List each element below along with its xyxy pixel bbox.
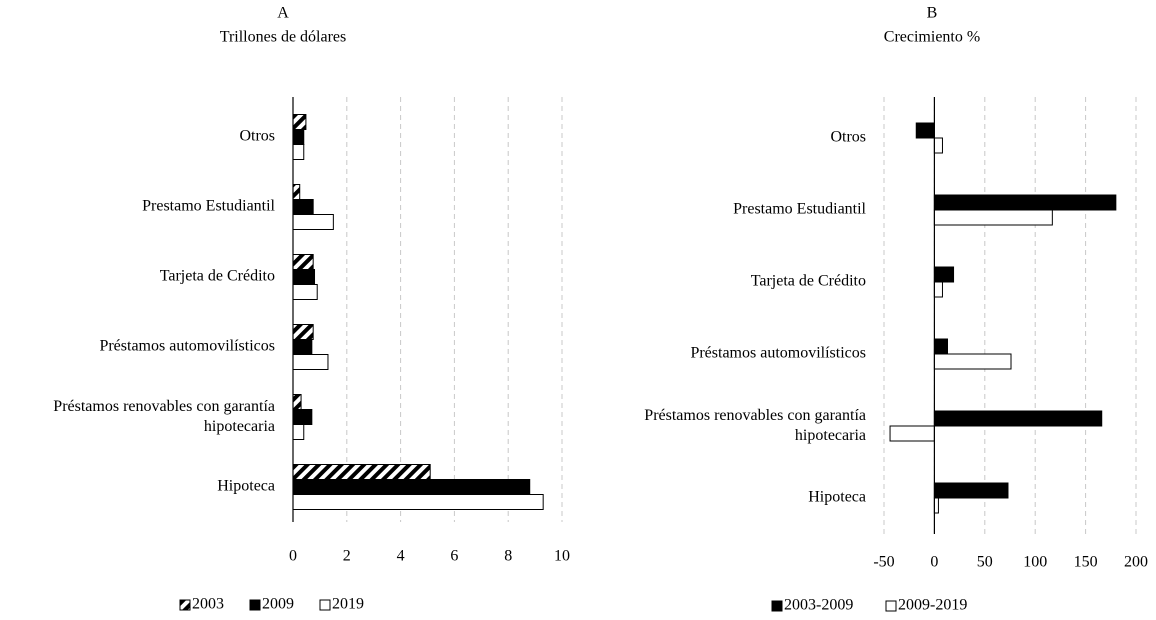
bar	[292, 114, 307, 130]
bar	[933, 281, 943, 298]
x-tick-label: 100	[1023, 554, 1047, 571]
category-label: Préstamos renovables con garantía hipotec…	[53, 398, 275, 435]
label-line: hipotecaria	[204, 418, 275, 435]
chart-subtitle: Crecimiento %	[884, 29, 980, 46]
bar	[933, 338, 949, 355]
x-tick-label: 0	[289, 548, 297, 565]
category-label: Tarjeta de Crédito	[160, 268, 275, 285]
bar	[292, 479, 531, 495]
category-label: Hipoteca	[217, 478, 275, 495]
legend-label: 2003	[192, 596, 224, 613]
chart-title: A	[277, 5, 289, 22]
bar	[292, 214, 334, 230]
x-tick-label: 4	[397, 548, 405, 565]
bar	[292, 129, 305, 145]
bar	[292, 424, 305, 440]
bar	[292, 354, 329, 370]
category-label: Otros	[239, 128, 275, 145]
bar	[933, 497, 939, 514]
category-label: Préstamos automovilísticos	[690, 345, 866, 362]
bar	[292, 394, 302, 410]
category-label: Otros	[830, 129, 866, 146]
x-tick-label: 10	[554, 548, 570, 565]
legend-swatch	[249, 599, 261, 611]
bar	[292, 284, 318, 300]
x-tick-label: 6	[450, 548, 458, 565]
category-label: Hipoteca	[808, 489, 866, 506]
bar	[933, 482, 1009, 499]
bar	[933, 209, 1053, 226]
bar	[292, 494, 544, 510]
category-label: Prestamo Estudiantil	[142, 198, 275, 215]
bar	[933, 194, 1117, 211]
category-label: Préstamos automovilísticos	[99, 338, 275, 355]
bar	[292, 324, 314, 340]
x-tick-label: 8	[504, 548, 512, 565]
chart-subtitle: Trillones de dólares	[220, 29, 347, 46]
category-label: Prestamo Estudiantil	[733, 201, 866, 218]
label-line: Préstamos renovables con garantía	[644, 407, 866, 424]
x-tick-label: 150	[1074, 554, 1098, 571]
bar	[292, 199, 314, 215]
bar	[292, 184, 301, 200]
bar	[292, 144, 305, 160]
bar	[915, 122, 935, 139]
bar	[292, 269, 316, 285]
bar	[292, 254, 314, 270]
bar	[933, 353, 1012, 370]
bar	[933, 266, 955, 283]
bar	[889, 425, 935, 442]
legend-label: 2009	[262, 596, 294, 613]
category-label: Tarjeta de Crédito	[751, 273, 866, 290]
x-tick-label: -50	[873, 554, 894, 571]
x-tick-label: 50	[977, 554, 993, 571]
legend-swatch	[771, 600, 783, 612]
bar	[292, 409, 313, 425]
category-label: Préstamos renovables con garantía hipotec…	[644, 407, 866, 444]
legend-swatch	[319, 599, 331, 611]
x-tick-label: 200	[1124, 554, 1148, 571]
legend-label: 2003-2009	[784, 597, 853, 614]
bar	[292, 464, 431, 480]
x-tick-label: 0	[930, 554, 938, 571]
legend-label: 2009-2019	[898, 597, 967, 614]
x-tick-label: 2	[343, 548, 351, 565]
legend-label: 2019	[332, 596, 364, 613]
bar	[933, 410, 1103, 427]
chart-title: B	[927, 5, 938, 22]
bar	[933, 137, 943, 154]
label-line: Préstamos renovables con garantía	[53, 398, 275, 415]
legend-swatch	[885, 600, 897, 612]
legend-swatch	[179, 599, 191, 611]
label-line: hipotecaria	[795, 427, 866, 444]
bar	[292, 339, 313, 355]
